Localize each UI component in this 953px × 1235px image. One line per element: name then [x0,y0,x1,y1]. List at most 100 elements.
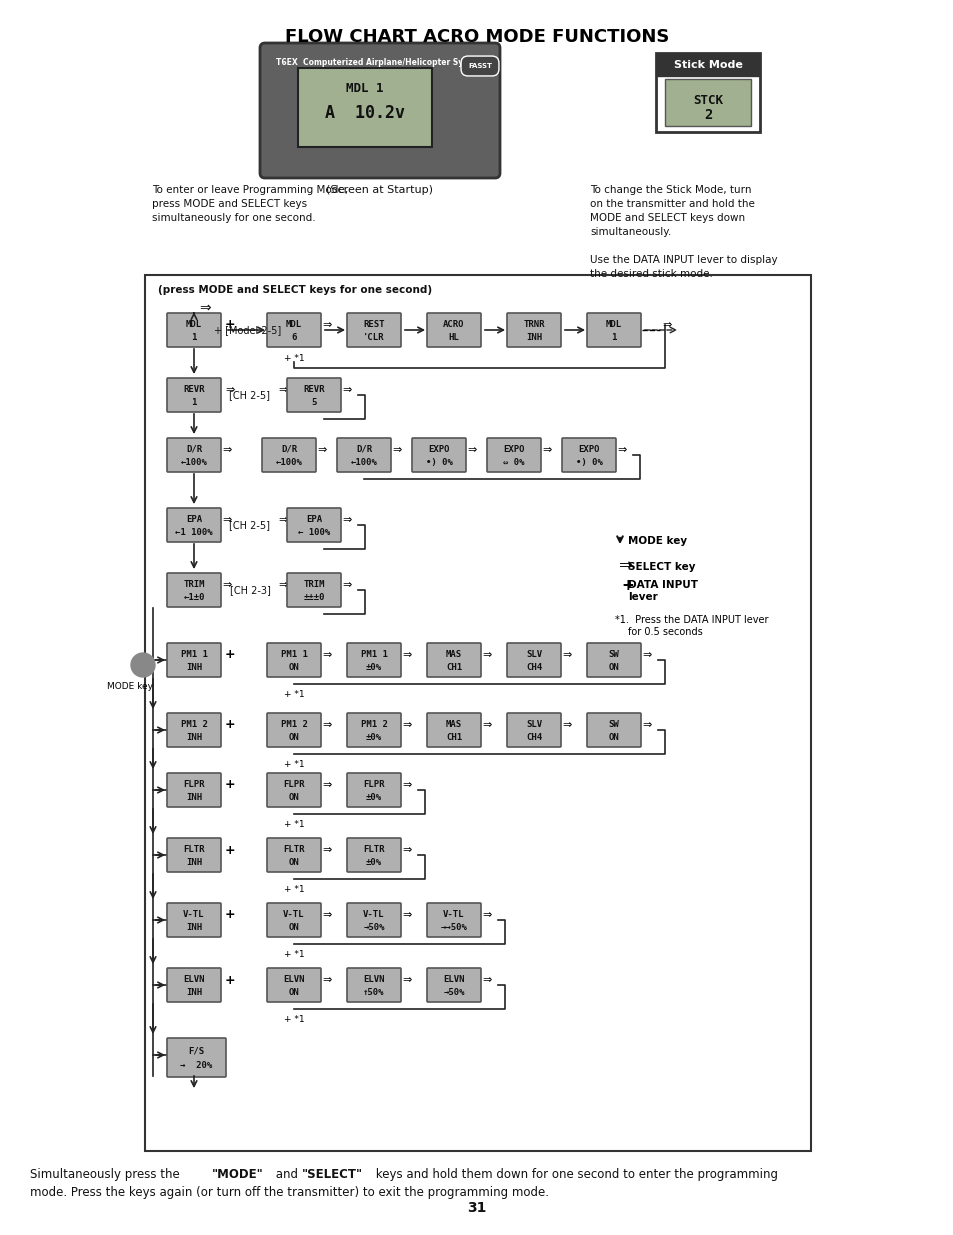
Text: *1.  Press the DATA INPUT lever: *1. Press the DATA INPUT lever [615,615,768,625]
Text: ±0%: ±0% [366,793,381,802]
Text: PM1 2: PM1 2 [280,720,307,729]
Text: ⇒: ⇒ [541,445,551,454]
FancyBboxPatch shape [347,968,400,1002]
Text: + *1: + *1 [283,1015,304,1024]
Text: TRIM: TRIM [183,579,205,589]
Text: D/R: D/R [355,445,372,453]
Text: ⇒: ⇒ [316,445,326,454]
Text: FLOW CHART ACRO MODE FUNCTIONS: FLOW CHART ACRO MODE FUNCTIONS [285,28,668,46]
Text: + [Model 2-5]: + [Model 2-5] [214,325,281,335]
Text: [CH 2-3]: [CH 2-3] [230,585,270,595]
Text: ⇒: ⇒ [341,385,351,395]
Text: ⇒: ⇒ [401,974,411,986]
Text: [CH 2-5]: [CH 2-5] [230,390,271,400]
Text: lever: lever [627,592,657,601]
FancyBboxPatch shape [287,378,340,412]
Text: ⇒: ⇒ [481,720,491,730]
Text: ON: ON [289,988,299,997]
Text: + *1: + *1 [283,354,304,363]
FancyBboxPatch shape [167,643,221,677]
Text: ⇒: ⇒ [561,650,571,659]
FancyBboxPatch shape [267,713,320,747]
Text: ELVN: ELVN [283,974,304,984]
FancyBboxPatch shape [287,508,340,542]
Text: To enter or leave Programming Mode,
press MODE and SELECT keys
simultaneously fo: To enter or leave Programming Mode, pres… [152,185,348,224]
Text: ⇒: ⇒ [618,556,631,574]
Text: ±±±0: ±±±0 [303,593,324,601]
FancyBboxPatch shape [167,839,221,872]
Text: INH: INH [186,857,202,867]
Text: V-TL: V-TL [183,910,205,919]
Text: +: + [225,973,235,987]
Text: PM1 1: PM1 1 [360,650,387,658]
Text: ⇒: ⇒ [641,650,651,659]
Text: TRNR: TRNR [522,320,544,329]
Text: FLTR: FLTR [363,845,384,853]
Text: ⇒: ⇒ [322,320,331,330]
Text: ⇒: ⇒ [341,580,351,590]
Text: MDL 1: MDL 1 [346,82,383,95]
Text: MDL: MDL [286,320,302,329]
Text: •) 0%: •) 0% [425,457,452,467]
Text: ⇒: ⇒ [467,445,476,454]
Text: TRIM: TRIM [303,579,324,589]
Text: +: + [225,317,235,331]
Text: ⇒: ⇒ [277,515,287,525]
Text: 6: 6 [291,332,296,342]
Text: EPA: EPA [186,515,202,524]
Text: ⇒: ⇒ [617,445,626,454]
Text: ⇒: ⇒ [322,781,331,790]
Text: INH: INH [186,662,202,672]
Text: CH4: CH4 [525,662,541,672]
Text: ELVN: ELVN [363,974,384,984]
Text: CH4: CH4 [525,732,541,741]
Text: ← 100%: ← 100% [297,527,330,536]
FancyBboxPatch shape [347,312,400,347]
Text: (Screen at Startup): (Screen at Startup) [326,185,433,195]
Text: T6EX  Computerized Airplane/Helicopter System: T6EX Computerized Airplane/Helicopter Sy… [275,58,484,67]
FancyBboxPatch shape [167,508,221,542]
Text: •) 0%: •) 0% [575,457,601,467]
Text: MDL: MDL [186,320,202,329]
Text: ⇒: ⇒ [322,650,331,659]
Text: ⇒: ⇒ [322,974,331,986]
Text: INH: INH [186,732,202,741]
Text: ⇒: ⇒ [401,910,411,920]
Text: D/R: D/R [186,445,202,453]
Text: →  20%: → 20% [180,1061,213,1071]
Text: EPA: EPA [306,515,322,524]
Text: PM1 1: PM1 1 [280,650,307,658]
Text: (press MODE and SELECT keys for one second): (press MODE and SELECT keys for one seco… [158,285,432,295]
Text: +: + [225,719,235,731]
FancyBboxPatch shape [267,903,320,937]
Text: ⇒: ⇒ [277,385,287,395]
Text: +: + [620,578,633,593]
FancyBboxPatch shape [586,643,640,677]
FancyBboxPatch shape [427,713,480,747]
Text: ⇒: ⇒ [661,320,671,330]
Text: A  10.2v: A 10.2v [325,104,405,122]
Text: PM1 1: PM1 1 [180,650,207,658]
Text: V-TL: V-TL [443,910,464,919]
Text: keys and hold them down for one second to enter the programming: keys and hold them down for one second t… [372,1168,778,1181]
FancyBboxPatch shape [297,68,432,147]
FancyBboxPatch shape [656,53,760,132]
Text: ⇒: ⇒ [481,650,491,659]
FancyBboxPatch shape [427,903,480,937]
Text: CH1: CH1 [445,732,461,741]
Text: HL: HL [448,332,459,342]
FancyBboxPatch shape [167,773,221,806]
Text: 1: 1 [192,332,196,342]
Text: ←1±0: ←1±0 [183,593,205,601]
Text: ←100%: ←100% [275,457,302,467]
Text: SLV: SLV [525,720,541,729]
FancyBboxPatch shape [267,773,320,806]
Text: ⇒: ⇒ [341,515,351,525]
FancyBboxPatch shape [267,839,320,872]
FancyBboxPatch shape [412,438,465,472]
Text: ⇒: ⇒ [401,781,411,790]
Text: SLV: SLV [525,650,541,658]
Text: FLPR: FLPR [283,779,304,789]
Text: ⇒: ⇒ [222,515,232,525]
Text: MAS: MAS [445,650,461,658]
